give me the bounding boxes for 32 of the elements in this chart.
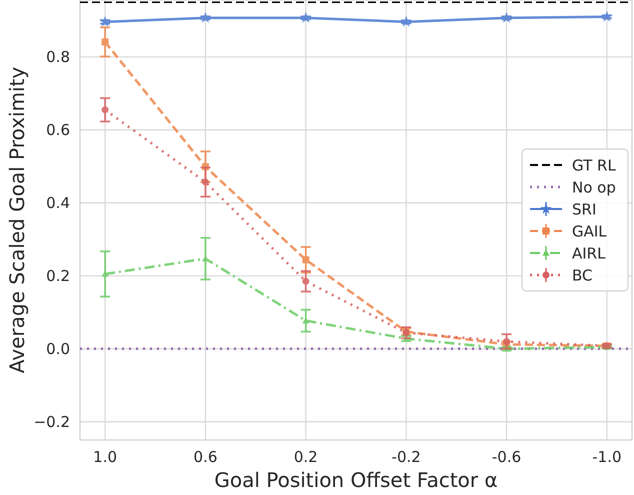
x-tick-label: 0.6 — [194, 448, 218, 466]
y-tick-label: −0.2 — [34, 413, 70, 432]
y-tick-label: 0.2 — [46, 267, 70, 286]
x-tick-label: -0.2 — [392, 448, 421, 466]
point — [500, 12, 512, 23]
legend-label: AIRL — [572, 244, 606, 262]
y-tick-label: 0.8 — [46, 48, 70, 66]
legend-label: GT RL — [572, 156, 616, 174]
x-tick-label: 1.0 — [93, 448, 118, 466]
point — [102, 38, 109, 46]
legend-label: GAIL — [572, 222, 608, 240]
point — [300, 12, 312, 23]
legend-label: No op — [572, 178, 616, 196]
x-tick-label: -1.0 — [592, 448, 622, 466]
point — [102, 106, 109, 114]
x-tick-label: -0.6 — [492, 448, 522, 466]
y-tick-label: 0.6 — [46, 121, 70, 140]
legend-label: BC — [572, 266, 593, 284]
x-tick-label: 0.2 — [294, 448, 318, 466]
point — [99, 16, 111, 27]
point — [302, 278, 310, 285]
y-tick-label: 0.4 — [46, 194, 70, 212]
x-axis-title: Goal Position Offset Factor α — [214, 468, 498, 492]
point — [601, 10, 613, 22]
y-tick-label: 0.0 — [46, 340, 70, 358]
point — [400, 16, 412, 27]
point — [503, 338, 510, 345]
legend-label: SRI — [572, 200, 596, 218]
point — [202, 178, 209, 186]
y-axis-title: Average Scaled Goal Proximity — [5, 66, 29, 374]
point — [200, 12, 212, 23]
point — [302, 256, 310, 264]
